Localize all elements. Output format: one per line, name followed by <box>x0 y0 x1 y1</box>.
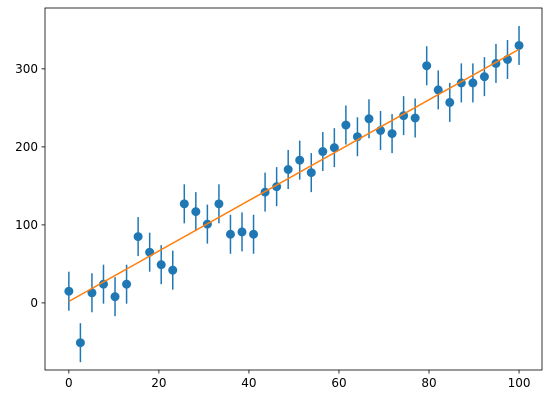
point <box>75 338 85 348</box>
point <box>168 265 178 275</box>
point <box>191 207 201 217</box>
y-tick-label: 200 <box>15 140 38 154</box>
x-tick-label: 40 <box>241 376 256 390</box>
point <box>479 72 489 82</box>
point <box>283 164 293 174</box>
x-tick-label: 80 <box>421 376 436 390</box>
y-tick-label: 0 <box>30 296 38 310</box>
point <box>122 279 132 289</box>
point <box>468 78 478 88</box>
point <box>306 168 316 178</box>
point <box>387 129 397 139</box>
point <box>364 114 374 124</box>
point <box>156 260 166 270</box>
point <box>341 120 351 130</box>
point <box>514 40 524 50</box>
point <box>110 292 120 302</box>
point <box>422 61 432 71</box>
point <box>237 227 247 237</box>
y-tick-label: 100 <box>15 218 38 232</box>
point <box>98 279 108 289</box>
point <box>225 229 235 239</box>
point <box>329 143 339 153</box>
point <box>318 147 328 157</box>
point <box>133 232 143 242</box>
x-tick-label: 100 <box>508 376 531 390</box>
point <box>295 155 305 165</box>
point <box>179 199 189 209</box>
x-tick-label: 20 <box>151 376 166 390</box>
point <box>433 85 443 95</box>
point <box>410 113 420 123</box>
point <box>249 229 259 239</box>
point <box>64 286 74 296</box>
y-tick-label: 300 <box>15 62 38 76</box>
x-tick-label: 60 <box>331 376 346 390</box>
x-tick-label: 0 <box>65 376 73 390</box>
point <box>214 199 224 209</box>
point <box>445 97 455 107</box>
axes-frame <box>44 7 543 371</box>
fit-line <box>68 48 520 302</box>
